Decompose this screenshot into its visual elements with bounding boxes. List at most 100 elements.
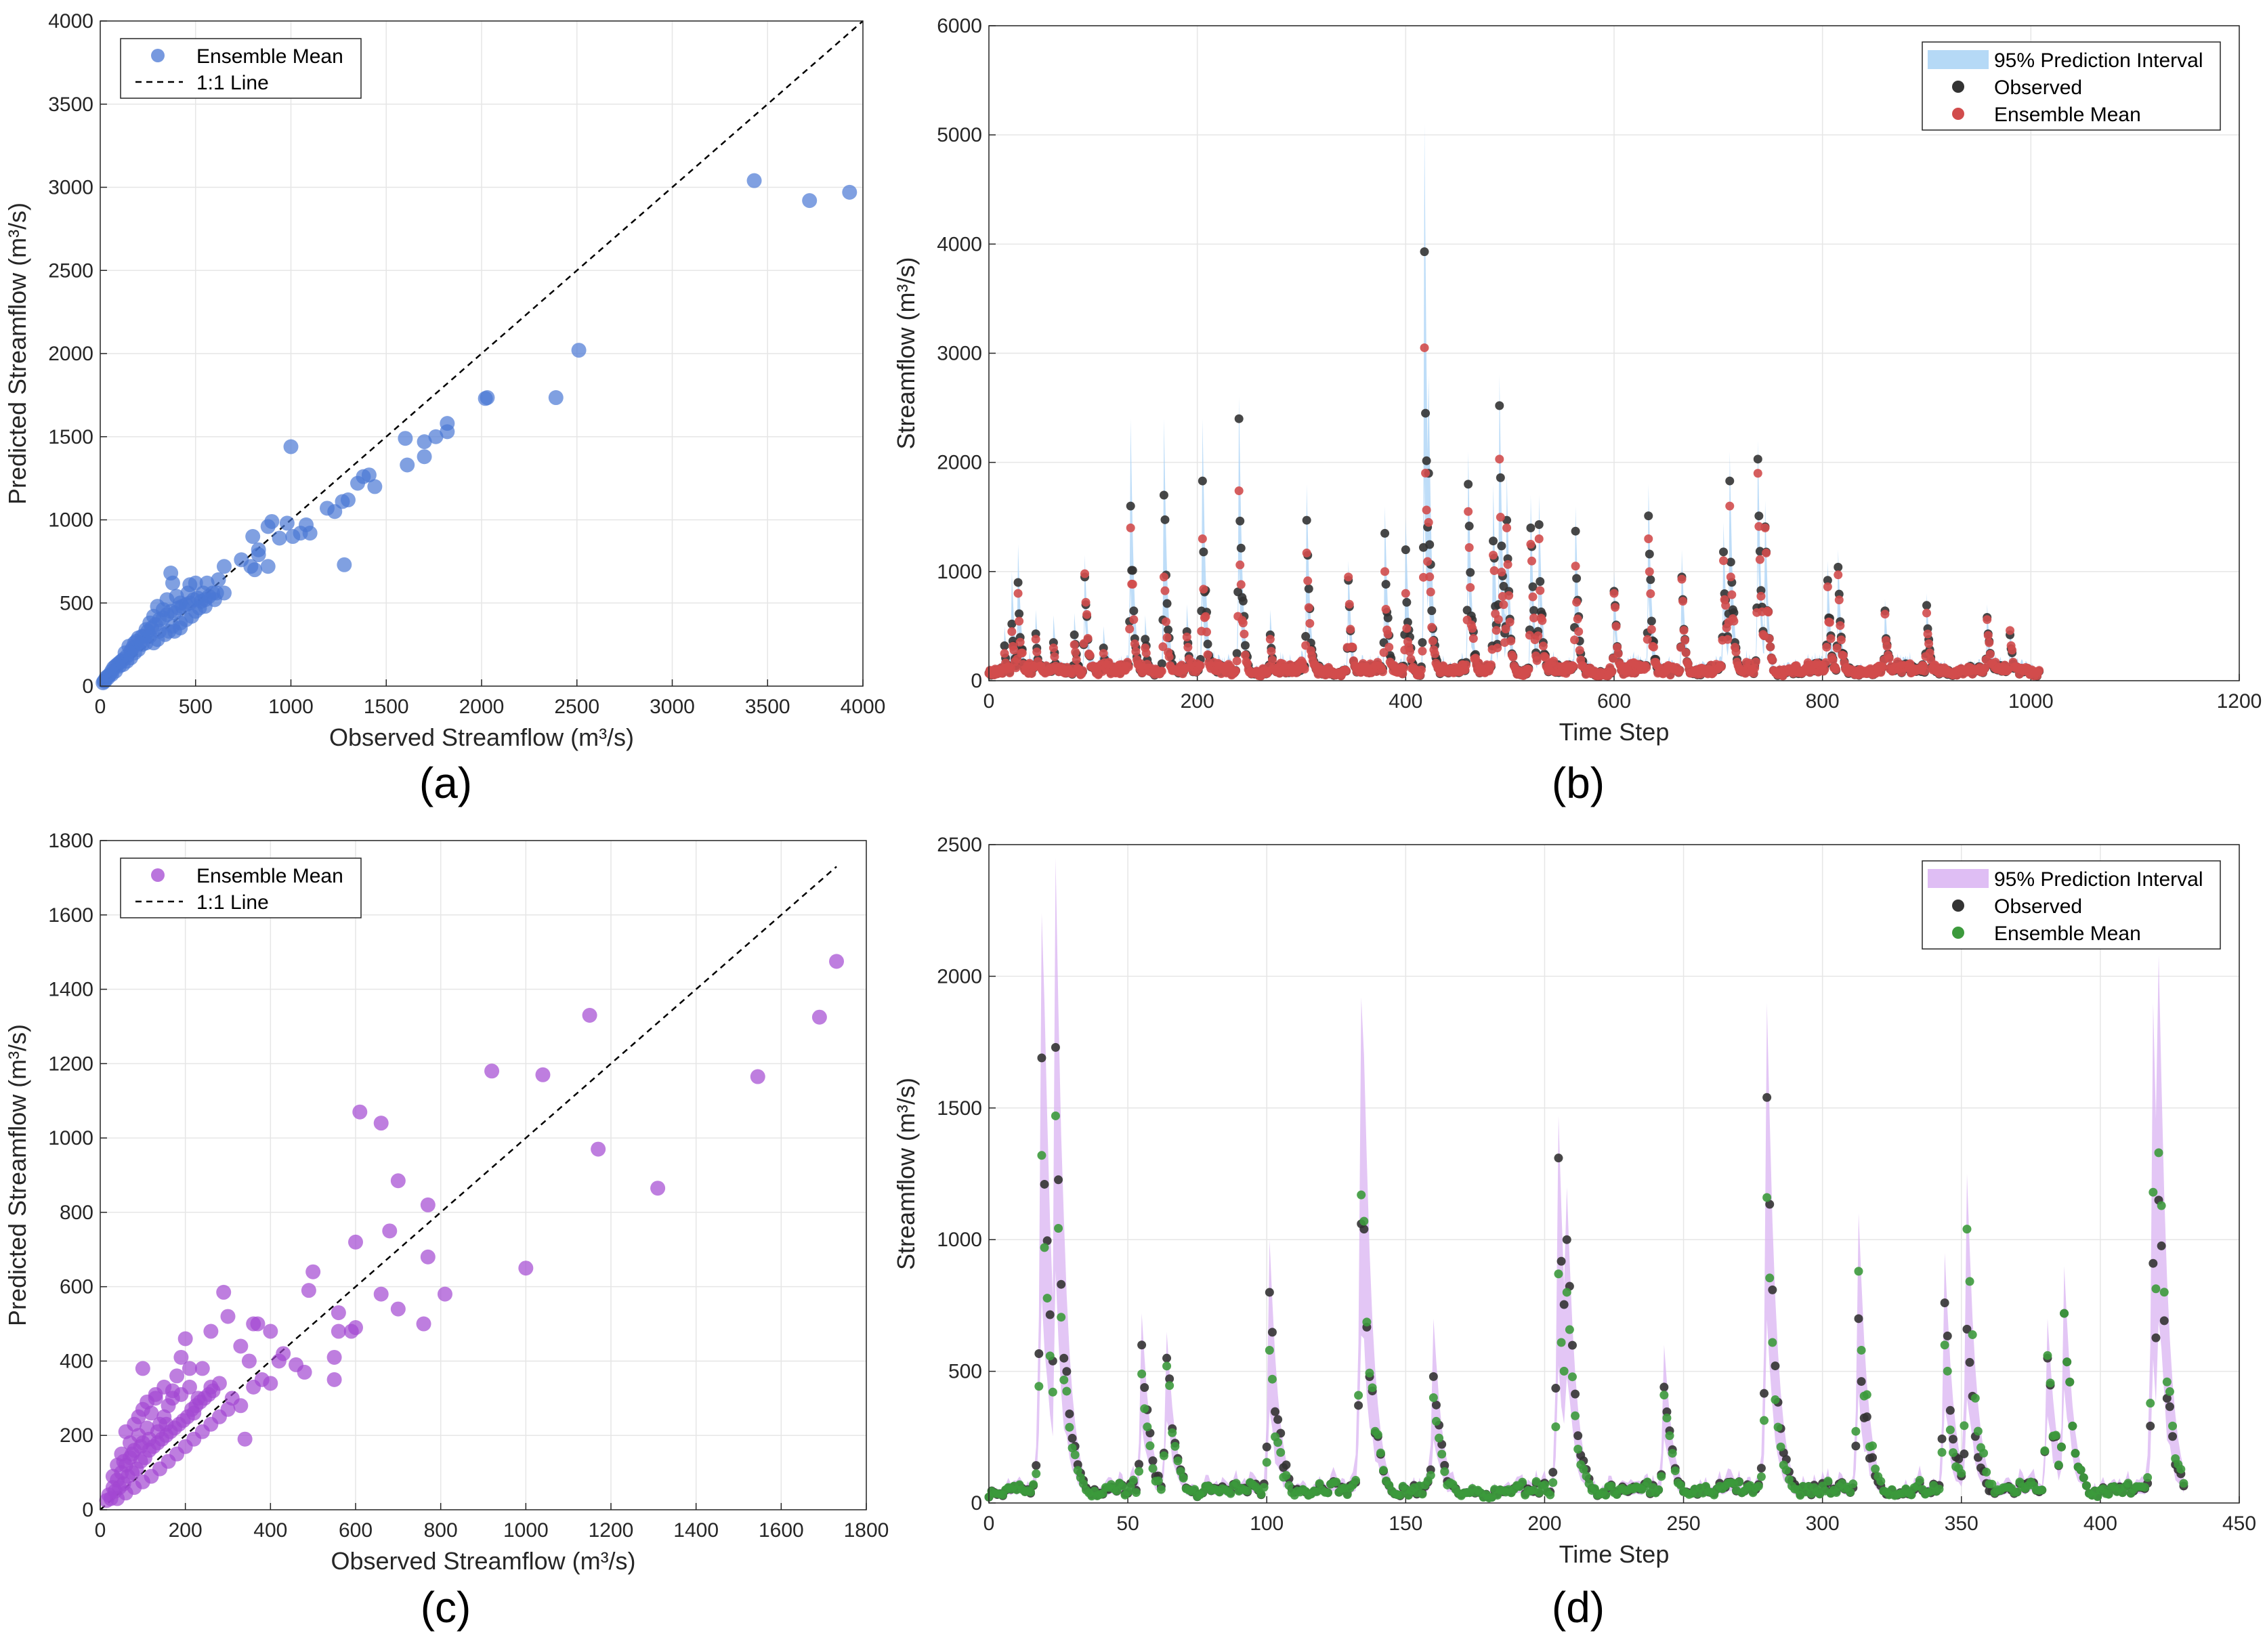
observed-point bbox=[1756, 1464, 1766, 1473]
observed-point bbox=[1851, 1441, 1861, 1451]
ensemble-mean-point bbox=[2051, 1431, 2060, 1440]
ensemble-mean-point bbox=[163, 566, 179, 581]
ensemble-mean-point bbox=[1948, 1448, 1957, 1458]
x-tick-label: 800 bbox=[424, 1519, 458, 1542]
ensemble-mean-point bbox=[1755, 555, 1764, 564]
ensemble-mean-point bbox=[348, 1234, 363, 1250]
ensemble-mean-point bbox=[1760, 523, 1770, 532]
x-tick-label: 1000 bbox=[268, 696, 314, 718]
ensemble-mean-point bbox=[2035, 666, 2044, 675]
ensemble-mean-point bbox=[1235, 560, 1245, 570]
ensemble-mean-point bbox=[1162, 633, 1172, 642]
observed-point bbox=[1857, 1377, 1866, 1386]
ensemble-mean-point bbox=[1099, 649, 1108, 658]
legend-marker-band bbox=[1928, 869, 1989, 888]
ensemble-mean-point bbox=[1832, 643, 1842, 653]
legend-label: Ensemble Mean bbox=[196, 865, 343, 887]
y-tick-label: 2000 bbox=[48, 343, 93, 365]
ensemble-mean-point bbox=[1729, 616, 1739, 626]
x-tick-label: 200 bbox=[1181, 690, 1214, 713]
panel-c: 0 200 400 600 800 1000 1200 1400 1600 1800 0 200 400… bbox=[3, 830, 889, 1632]
observed-point bbox=[1381, 580, 1391, 589]
observed-point bbox=[1157, 659, 1166, 669]
ensemble-mean-point bbox=[1499, 600, 1508, 610]
ensemble-mean-point bbox=[2056, 1442, 2066, 1452]
ensemble-mean-point bbox=[1611, 603, 1620, 612]
ensemble-mean-point bbox=[2179, 1479, 2188, 1488]
observed-point bbox=[1571, 1389, 1580, 1399]
y-tick-label: 4000 bbox=[48, 10, 93, 33]
observed-point bbox=[1965, 1357, 1974, 1367]
y-tick-label: 5000 bbox=[937, 124, 982, 146]
ensemble-mean-point bbox=[2076, 1465, 2086, 1475]
x-tick-label: 300 bbox=[1806, 1512, 1840, 1535]
observed-point bbox=[2157, 1241, 2166, 1250]
ensemble-mean-point bbox=[1282, 1470, 1291, 1480]
ensemble-mean-point bbox=[1273, 1438, 1283, 1447]
observed-point bbox=[1262, 1442, 1271, 1452]
x-tick-label: 1000 bbox=[2008, 690, 2054, 713]
observed-point bbox=[1234, 414, 1244, 423]
ensemble-mean-point bbox=[2157, 1201, 2166, 1210]
observed-point bbox=[1198, 476, 1207, 486]
ensemble-mean-point bbox=[1126, 523, 1135, 532]
ensemble-mean-point bbox=[1495, 454, 1504, 464]
observed-point bbox=[1032, 1461, 1041, 1470]
ensemble-mean-point bbox=[1462, 660, 1471, 670]
ensemble-mean-point bbox=[1143, 1422, 1152, 1432]
ensemble-mean-point bbox=[1201, 612, 1210, 621]
ensemble-mean-point bbox=[1383, 629, 1393, 639]
legend-label: Ensemble Mean bbox=[196, 45, 343, 68]
ensemble-mean-point bbox=[1527, 556, 1536, 566]
ensemble-mean-point bbox=[1162, 1361, 1172, 1371]
ensemble-mean-point bbox=[1183, 643, 1193, 652]
ensemble-mean-point bbox=[1659, 1391, 1669, 1400]
ensemble-mean-point bbox=[1435, 1433, 1444, 1443]
observed-point bbox=[1059, 1353, 1069, 1363]
ensemble-mean-point bbox=[1198, 534, 1207, 543]
observed-point bbox=[1000, 641, 1009, 650]
ensemble-mean-point bbox=[428, 429, 444, 444]
plot-area bbox=[989, 845, 2239, 1503]
ensemble-mean-point bbox=[1159, 1451, 1168, 1460]
panel-a: 0 500 1000 1500 2000 2500 3000 3500 4000 0 500 1000… bbox=[3, 10, 885, 807]
ensemble-mean-point bbox=[1065, 1422, 1074, 1432]
ensemble-mean-point bbox=[1677, 574, 1687, 584]
ensemble-mean-point bbox=[247, 562, 263, 578]
ensemble-mean-point bbox=[1579, 1464, 1588, 1474]
y-tick-label: 500 bbox=[60, 592, 93, 614]
observed-point bbox=[1265, 1288, 1274, 1297]
ensemble-mean-point bbox=[2168, 1421, 2178, 1431]
ensemble-mean-point bbox=[1232, 656, 1242, 666]
ensemble-mean-point bbox=[337, 557, 352, 572]
observed-point bbox=[1013, 578, 1023, 587]
ensemble-mean-point bbox=[1048, 1387, 1057, 1397]
observed-point bbox=[1464, 480, 1473, 489]
ensemble-mean-point bbox=[1501, 624, 1510, 634]
observed-point bbox=[2151, 1333, 2161, 1342]
legend: 95% Prediction Interval Observed Ensemble … bbox=[1922, 41, 2221, 131]
observed-point bbox=[1562, 1235, 1571, 1244]
ensemble-mean-point bbox=[192, 600, 207, 616]
ensemble-mean-point bbox=[1468, 634, 1478, 643]
panel-label: (d) bbox=[1552, 1583, 1605, 1632]
ensemble-mean-point bbox=[1657, 1472, 1666, 1481]
observed-point bbox=[1662, 1407, 1672, 1416]
ensemble-mean-point bbox=[1405, 647, 1414, 656]
ensemble-mean-point bbox=[1540, 1480, 1549, 1489]
ensemble-mean-point bbox=[1968, 1330, 1977, 1340]
y-tick-label: 4000 bbox=[937, 233, 982, 255]
observed-point bbox=[1768, 1285, 1777, 1294]
ensemble-mean-point bbox=[1675, 666, 1685, 675]
ensemble-mean-point bbox=[352, 1104, 368, 1120]
ensemble-mean-point bbox=[1557, 1338, 1566, 1347]
observed-point bbox=[1402, 597, 1412, 607]
ensemble-mean-point bbox=[1665, 1431, 1674, 1441]
observed-point bbox=[1945, 1405, 1955, 1415]
ensemble-mean-point bbox=[343, 1323, 359, 1339]
ensemble-mean-point bbox=[1970, 1393, 1980, 1403]
ensemble-mean-point bbox=[1045, 1351, 1055, 1361]
panel-label: (a) bbox=[419, 759, 472, 807]
observed-point bbox=[1644, 511, 1653, 521]
ensemble-mean-point bbox=[417, 434, 432, 450]
